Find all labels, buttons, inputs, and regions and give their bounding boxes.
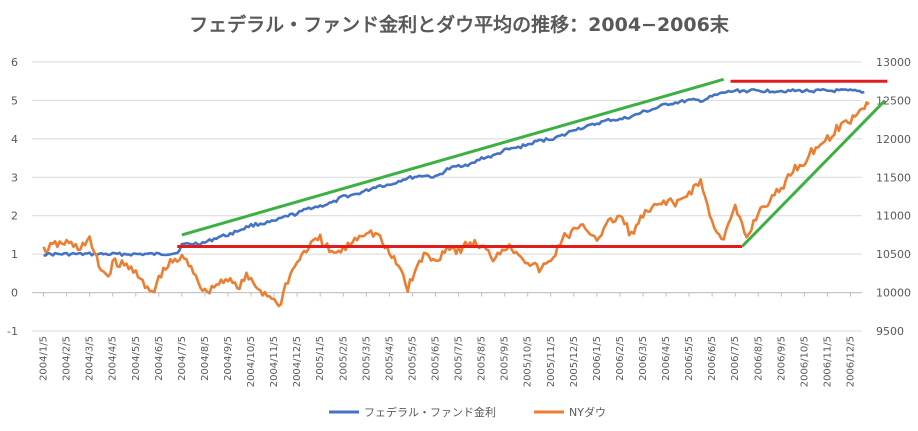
x-tick-label: 2006/9/5 <box>776 336 787 381</box>
series-line-0 <box>43 88 865 257</box>
x-tick-label: 2005/3/5 <box>361 336 372 381</box>
x-tick-label: 2006/3/5 <box>638 336 649 381</box>
annotation-lines <box>177 77 888 248</box>
grid-lines <box>32 61 862 332</box>
x-tick-label: 2006/1/5 <box>592 336 603 381</box>
x-tick-label: 2004/11/5 <box>269 336 280 387</box>
x-tick-label: 2006/7/5 <box>730 336 741 381</box>
x-tick-label: 2004/3/5 <box>85 336 96 381</box>
x-tick-label: 2006/2/5 <box>615 336 626 381</box>
annotation-trendline-3 <box>741 99 887 248</box>
x-tick-label: 2006/5/5 <box>684 336 695 381</box>
x-tick-label: 2005/8/5 <box>477 336 488 381</box>
y-left-tick-label: 4 <box>11 133 18 146</box>
x-tick-label: 2005/7/5 <box>454 336 465 381</box>
y-left-tick-label: 0 <box>11 287 18 300</box>
x-tick-label: 2004/1/5 <box>39 336 50 381</box>
y-left-tick-label: 2 <box>11 210 18 223</box>
y-left-tick-label: 6 <box>11 56 18 69</box>
legend-label-0: フェデラル・ファンド金利 <box>364 405 496 419</box>
y-left-tick-label: 3 <box>11 171 18 184</box>
y-right-tick-label: 11500 <box>876 171 911 184</box>
y-axis-right: 9500 10000 10500 11000 11500 12000 12500 13000 <box>876 56 911 338</box>
x-tick-label: 2005/11/5 <box>546 336 557 387</box>
x-tick-label: 2005/12/5 <box>569 336 580 387</box>
x-tick-label: 2005/5/5 <box>407 336 418 381</box>
x-tick-label: 2004/2/5 <box>62 336 73 381</box>
x-tick-label: 2006/12/5 <box>845 336 856 387</box>
y-axis-left: -1 0 1 2 3 4 5 6 <box>7 56 18 338</box>
x-tick-label: 2006/11/5 <box>822 336 833 387</box>
x-tick-label: 2006/4/5 <box>661 336 672 381</box>
x-tick-label: 2004/4/5 <box>108 336 119 381</box>
x-tick-label: 2006/6/5 <box>707 336 718 381</box>
x-tick-label: 2005/9/5 <box>500 336 511 381</box>
x-tick-label: 2004/5/5 <box>131 336 142 381</box>
x-tick-label: 2004/6/5 <box>154 336 165 381</box>
x-axis: 2004/1/5 2004/2/5 2004/3/5 2004/4/5 2004/5/5… <box>39 292 856 387</box>
x-tick-label: 2004/10/5 <box>246 336 257 387</box>
x-tick-label: 2004/9/5 <box>223 336 234 381</box>
chart-title: フェデラル・ファンド金利とダウ平均の推移：2004−2006末 <box>189 14 729 36</box>
annotation-trendline-0 <box>181 77 725 237</box>
y-right-tick-label: 13000 <box>876 56 911 69</box>
x-tick-label: 2006/10/5 <box>799 336 810 387</box>
y-right-tick-label: 12500 <box>876 94 911 107</box>
y-right-tick-label: 10500 <box>876 248 911 261</box>
legend: フェデラル・ファンド金利 NYダウ <box>329 405 606 419</box>
y-left-tick-label: 1 <box>11 248 18 261</box>
x-tick-label: 2005/4/5 <box>384 336 395 381</box>
series-line-1 <box>42 101 870 308</box>
x-tick-label: 2004/7/5 <box>177 336 188 381</box>
y-right-tick-label: 12000 <box>876 133 911 146</box>
x-tick-label: 2005/10/5 <box>523 336 534 387</box>
y-right-tick-label: 11000 <box>876 210 911 223</box>
x-tick-label: 2005/2/5 <box>338 336 349 381</box>
y-right-tick-label: 10000 <box>876 287 911 300</box>
series-lines <box>42 88 870 308</box>
legend-label-1: NYダウ <box>569 405 606 419</box>
x-tick-label: 2005/1/5 <box>315 336 326 381</box>
x-tick-label: 2005/6/5 <box>430 336 441 381</box>
x-tick-label: 2004/12/5 <box>292 336 303 387</box>
y-left-tick-label: 5 <box>11 94 18 107</box>
x-tick-label: 2004/8/5 <box>200 336 211 381</box>
y-left-tick-label: -1 <box>7 325 18 338</box>
x-tick-label: 2006/8/5 <box>753 336 764 381</box>
y-right-tick-label: 9500 <box>876 325 904 338</box>
